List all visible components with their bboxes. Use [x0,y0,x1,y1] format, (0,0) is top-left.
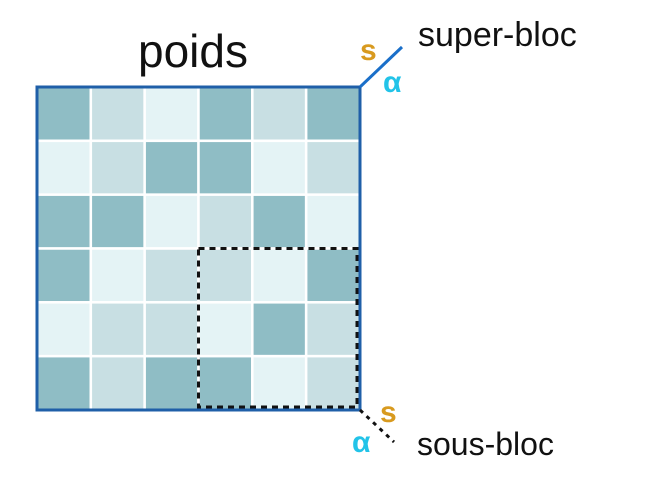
weight-cell [89,85,146,143]
weight-cell [304,354,362,412]
weight-cell [35,193,93,250]
weight-cell [251,85,308,143]
super-block-alpha-symbol: α [383,66,402,99]
weight-cell [143,354,200,412]
weight-cell [251,139,308,196]
weight-cell [304,139,362,196]
weight-cell [251,354,308,412]
weight-cell [89,354,146,412]
weight-cell [304,301,362,358]
weight-cell [143,301,200,358]
weight-cell [197,354,254,412]
weight-cell [304,85,362,143]
weight-cell [89,193,146,250]
weight-cell [251,247,308,304]
weight-cell [89,139,146,196]
weight-cell [304,247,362,304]
weight-cell [89,247,146,304]
sub-block-label: sous-bloc [417,426,554,462]
weight-cell [197,85,254,143]
weight-cell [197,139,254,196]
weight-cell [35,354,93,412]
weight-cell [35,139,93,196]
super-block-label: super-bloc [418,16,577,54]
weight-cell [197,247,254,304]
sub-block-alpha-symbol: α [352,426,371,459]
weight-cell [304,193,362,250]
weight-cell [197,301,254,358]
weight-cell [143,85,200,143]
weights-title: poids [138,25,248,77]
sub-block-outline [197,247,359,409]
weight-cell [143,193,200,250]
weight-cell [251,193,308,250]
super-block-connector [358,45,404,89]
weight-cell [143,247,200,304]
sub-block-scale-symbol: s [380,396,397,429]
weight-cell [35,85,93,143]
weight-cell [143,139,200,196]
weight-cell [251,301,308,358]
matrix-cells [35,85,362,412]
super-block-scale-symbol: s [360,34,377,67]
weight-cell [35,247,93,304]
sub-block-connector [358,408,396,444]
weight-cell [197,193,254,250]
super-block-frame [35,85,362,412]
weight-cell [89,301,146,358]
weight-cell [35,301,93,358]
